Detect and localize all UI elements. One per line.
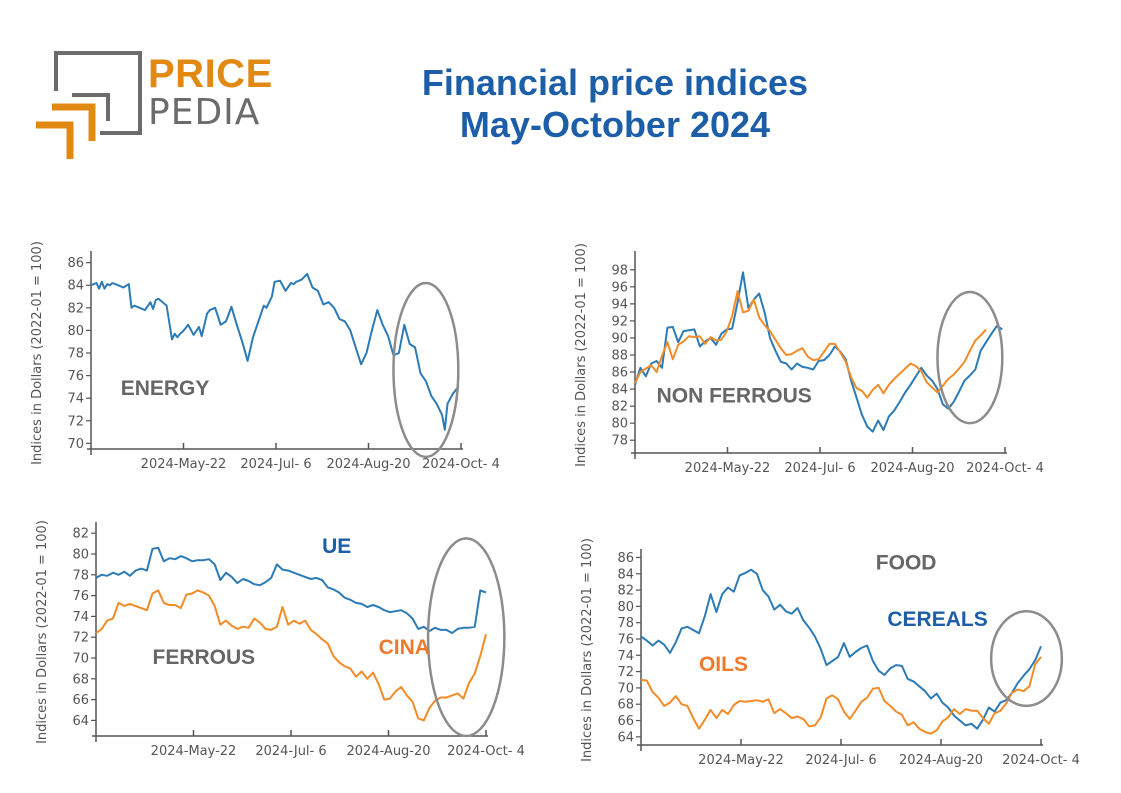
x-tick-label: 2024-Oct- 4 <box>422 457 500 472</box>
highlight-ellipse <box>989 610 1064 708</box>
pricepedia-logo <box>36 51 142 159</box>
annotation-cina: CINA <box>379 636 430 659</box>
highlight-ellipse <box>426 537 506 738</box>
annotation-non-ferrous: NON FERROUS <box>657 385 812 408</box>
annotation-food: FOOD <box>876 552 937 575</box>
y-tick-label: 68 <box>72 672 89 687</box>
logo-orange-bracket-1 <box>52 103 96 141</box>
y-tick-label: 98 <box>611 263 628 278</box>
chart-energy: Indices in Dollars (2022-01 = 100) 70 72 74… <box>30 241 500 472</box>
logo-gray-frame-inner <box>72 93 110 121</box>
title-line-2: May-October 2024 <box>459 104 771 145</box>
x-tick-label: 2024-Oct- 4 <box>447 744 525 759</box>
annotation-ferrous: FERROUS <box>153 646 256 669</box>
y-tick-label: 94 <box>611 297 628 312</box>
x-tick-label: 2024-Aug-20 <box>899 753 983 768</box>
y-tick-label: 76 <box>617 632 634 647</box>
y-axis-label: Indices in Dollars (2022-01 = 100) <box>30 241 45 465</box>
y-tick-label: 90 <box>611 331 628 346</box>
y-tick-label: 88 <box>611 349 628 364</box>
x-tick-label: 2024-Aug-20 <box>870 461 954 476</box>
chart-food: Indices in Dollars (2022-01 = 100) 646668… <box>580 538 1080 768</box>
series-line-non-ferrous-b <box>634 290 987 399</box>
series-line-cina <box>95 589 487 722</box>
logo-text-price: PRICE <box>148 52 273 96</box>
y-tick-label: 82 <box>72 527 89 542</box>
y-tick-label: 74 <box>67 392 84 407</box>
series-line-oils <box>640 656 1042 735</box>
y-tick-label: 72 <box>72 631 89 646</box>
y-tick-label: 84 <box>67 279 84 294</box>
y-tick-label: 66 <box>617 714 634 729</box>
y-tick-label: 70 <box>617 681 634 696</box>
x-tick-label: 2024-Aug-20 <box>346 744 430 759</box>
annotation-oils: OILS <box>699 653 748 676</box>
annotation-cereals: CEREALS <box>887 608 987 631</box>
y-tick-label: 64 <box>72 714 89 729</box>
series-line-non-ferrous-a <box>634 271 1003 433</box>
y-tick-label: 70 <box>67 437 84 452</box>
series-line-cereals <box>640 568 1042 730</box>
x-tick-label: 2024-May-22 <box>151 744 237 759</box>
x-tick-label: 2024-Aug-20 <box>326 457 410 472</box>
x-tick-label: 2024-Jul- 6 <box>255 744 326 759</box>
x-tick-label: 2024-Jul- 6 <box>784 461 855 476</box>
y-tick-label: 74 <box>72 610 89 625</box>
highlight-ellipse <box>392 281 460 459</box>
chart-ferrous: Indices in Dollars (2022-01 = 100) 64 66 68… <box>35 520 525 759</box>
chart-non-ferrous: Indices in Dollars (2022-01 = 100) 78 80 82… <box>574 243 1044 476</box>
y-tick-label: 72 <box>67 414 84 429</box>
y-tick-label: 78 <box>611 434 628 449</box>
y-tick-label: 70 <box>72 652 89 667</box>
y-tick-label: 84 <box>617 567 634 582</box>
y-tick-label: 86 <box>611 366 628 381</box>
x-tick-label: 2024-May-22 <box>685 461 771 476</box>
logo-text-pedia: PEDIA <box>148 92 261 133</box>
y-tick-label: 76 <box>67 369 84 384</box>
y-tick-label: 68 <box>617 698 634 713</box>
x-tick-label: 2024-May-22 <box>141 457 227 472</box>
x-tick-label: 2024-Oct- 4 <box>966 461 1044 476</box>
y-tick-label: 74 <box>617 649 634 664</box>
y-tick-label: 86 <box>67 256 84 271</box>
highlight-ellipse <box>936 290 1004 425</box>
y-axis-label: Indices in Dollars (2022-01 = 100) <box>35 520 50 744</box>
page-title: Financial price indices May-October 2024 <box>330 62 900 146</box>
y-tick-label: 80 <box>617 600 634 615</box>
annotation-energy: ENERGY <box>121 377 210 400</box>
y-tick-label: 82 <box>617 584 634 599</box>
y-tick-label: 82 <box>67 301 84 316</box>
y-tick-label: 78 <box>617 616 634 631</box>
y-axis-label: Indices in Dollars (2022-01 = 100) <box>580 538 595 762</box>
annotation-ue: UE <box>322 535 351 558</box>
series-line-ue <box>95 546 487 634</box>
logo-orange-bracket-2 <box>36 121 74 159</box>
y-tick-label: 80 <box>611 417 628 432</box>
x-tick-label: 2024-Jul- 6 <box>240 457 311 472</box>
y-tick-label: 72 <box>617 665 634 680</box>
x-tick-label: 2024-May-22 <box>698 753 784 768</box>
y-tick-label: 80 <box>67 324 84 339</box>
title-line-1: Financial price indices <box>421 62 809 103</box>
y-tick-label: 66 <box>72 693 89 708</box>
y-tick-label: 96 <box>611 280 628 295</box>
y-tick-label: 76 <box>72 589 89 604</box>
y-tick-label: 92 <box>611 314 628 329</box>
y-tick-label: 78 <box>72 568 89 583</box>
series-line-energy <box>90 272 460 431</box>
logo-gray-frame-outer <box>54 51 142 135</box>
y-tick-label: 86 <box>617 551 634 566</box>
y-axis-label: Indices in Dollars (2022-01 = 100) <box>574 243 589 467</box>
y-tick-label: 78 <box>67 347 84 362</box>
y-tick-label: 84 <box>611 383 628 398</box>
x-tick-label: 2024-Jul- 6 <box>805 753 876 768</box>
y-tick-label: 82 <box>611 400 628 415</box>
x-tick-label: 2024-Oct- 4 <box>1002 753 1080 768</box>
y-tick-label: 64 <box>617 730 634 745</box>
y-tick-label: 80 <box>72 548 89 563</box>
